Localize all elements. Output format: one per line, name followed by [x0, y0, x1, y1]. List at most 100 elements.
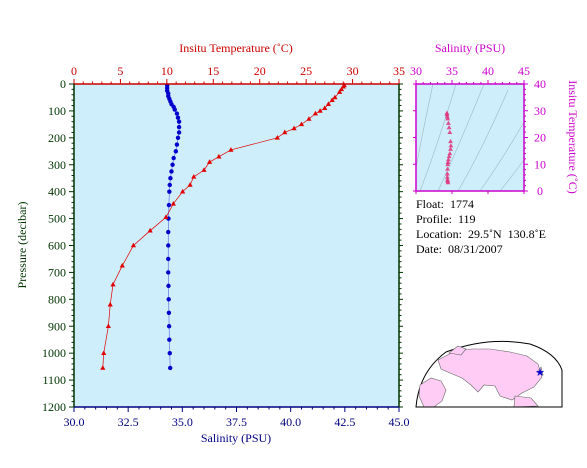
- japan-landmass: [536, 366, 544, 376]
- ts-salinity-tick-label: 45: [518, 64, 530, 78]
- ts-ticks: 30 35 40 45 0 10 20 30 40: [410, 64, 546, 198]
- salinity-point: [166, 283, 171, 289]
- scandinavia-landmass: [448, 345, 467, 356]
- salinity-point: [167, 337, 172, 342]
- temperature-point: [274, 135, 280, 140]
- temperature-point: [187, 182, 193, 187]
- ts-point: [446, 120, 451, 125]
- profile-ticks: 0 5 10 15 20 25 30 35 30.0 32.5 35.0 37.5 40.0 42.5 45…: [42, 64, 410, 429]
- temperature-point: [130, 242, 137, 248]
- ts-salinity-axis-label: Salinity (PSU): [435, 41, 505, 55]
- temperature-point: [325, 101, 332, 106]
- salinity-axis-label: Salinity (PSU): [201, 431, 271, 445]
- salinity-point: [175, 135, 181, 141]
- density-contour: [479, 121, 525, 192]
- ts-temperature-tick-label: 0: [537, 184, 543, 198]
- pressure-tick-label: 400: [48, 185, 66, 199]
- temperature-point: [107, 301, 113, 307]
- pressure-tick-label: 800: [48, 292, 66, 306]
- salinity-point: [166, 243, 171, 248]
- ts-point: [445, 166, 450, 171]
- ts-point: [444, 114, 450, 119]
- salinity-point: [166, 297, 171, 302]
- salinity-point: [166, 324, 172, 329]
- density-contour: [499, 159, 525, 192]
- ts-point: [445, 159, 451, 164]
- salinity-point: [166, 229, 171, 235]
- ts-density-contours: [415, 83, 525, 192]
- temperature-point: [105, 323, 111, 329]
- salinity-point: [176, 124, 182, 130]
- profile-number: Profile: 119: [416, 212, 476, 226]
- ts-temperature-tick-label: 10: [534, 157, 546, 171]
- ts-point: [447, 150, 453, 156]
- pressure-axis-label: Pressure (decibar): [15, 202, 29, 289]
- temperature-point: [180, 188, 186, 194]
- salinity-point: [168, 365, 173, 371]
- salinity-tick-label: 37.5: [226, 415, 247, 429]
- temperature-point: [147, 227, 153, 233]
- temperature-tick-label: 15: [207, 64, 219, 78]
- salinity-tick-label: 35.0: [172, 415, 193, 429]
- temperature-tick-label: 0: [71, 64, 77, 78]
- pressure-tick-label: 0: [60, 77, 66, 91]
- density-contour: [419, 83, 457, 192]
- salinity-tick-label: 32.5: [118, 415, 139, 429]
- ts-diagram: 30 35 40 45 0 10 20 30 40 Salinity (PSU) Insitu …: [410, 41, 580, 198]
- ts-point: [448, 143, 454, 148]
- float-number: Float: 1774: [416, 197, 475, 211]
- temperature-point: [101, 350, 107, 355]
- salinity-tick-label: 40.0: [280, 415, 301, 429]
- temperature-point: [332, 94, 338, 100]
- temperature-axis-label: Insitu Temperature (˚C): [179, 41, 293, 55]
- salinity-point: [176, 119, 182, 124]
- ts-temperature-axis-label: Insitu Temperature (˚C): [566, 80, 580, 194]
- ts-point: [446, 157, 451, 162]
- ts-point: [445, 178, 451, 183]
- ts-point: [447, 129, 453, 135]
- temperature-tick-label: 5: [117, 64, 123, 78]
- ts-temperature-tick-label: 40: [534, 77, 546, 91]
- temperature-point: [312, 110, 319, 116]
- ts-temperature-tick-label: 20: [534, 131, 546, 145]
- salinity-point: [166, 256, 171, 262]
- temperature-point: [282, 129, 288, 135]
- salinity-point: [167, 189, 172, 194]
- salinity-point: [166, 202, 172, 208]
- salinity-point: [167, 182, 172, 188]
- ts-point: [444, 111, 450, 117]
- temperature-tick-label: 10: [161, 64, 173, 78]
- temperature-point: [206, 159, 213, 164]
- pressure-tick-label: 1000: [42, 346, 66, 360]
- density-contour: [457, 89, 509, 192]
- temperature-tick-label: 35: [393, 64, 405, 78]
- ts-point: [448, 146, 453, 151]
- salinity-point: [172, 107, 177, 112]
- world-map-inset: ★: [415, 340, 563, 408]
- temperature-tick-label: 25: [300, 64, 312, 78]
- ts-point: [446, 153, 452, 159]
- ts-point: [445, 116, 451, 121]
- ts-point: [445, 180, 451, 185]
- pressure-tick-label: 300: [48, 158, 66, 172]
- temperature-point: [340, 83, 346, 89]
- ts-salinity-tick-label: 30: [410, 64, 422, 78]
- salinity-point: [175, 115, 181, 120]
- density-contour: [437, 83, 485, 192]
- temperature-point: [291, 125, 297, 131]
- salinity-point: [173, 149, 179, 154]
- ts-point: [444, 171, 450, 176]
- temperature-tick-label: 20: [254, 64, 266, 78]
- australia-landmass: [513, 395, 539, 408]
- temperature-point: [163, 214, 169, 220]
- temperature-point: [306, 116, 312, 121]
- temperature-point: [191, 174, 197, 179]
- temperature-point: [228, 147, 234, 152]
- temperature-point: [119, 262, 125, 268]
- pressure-tick-label: 100: [48, 104, 66, 118]
- temperature-point: [322, 105, 328, 111]
- salinity-tick-label: 42.5: [334, 415, 355, 429]
- africa-landmass: [418, 377, 447, 408]
- salinity-point: [174, 111, 180, 116]
